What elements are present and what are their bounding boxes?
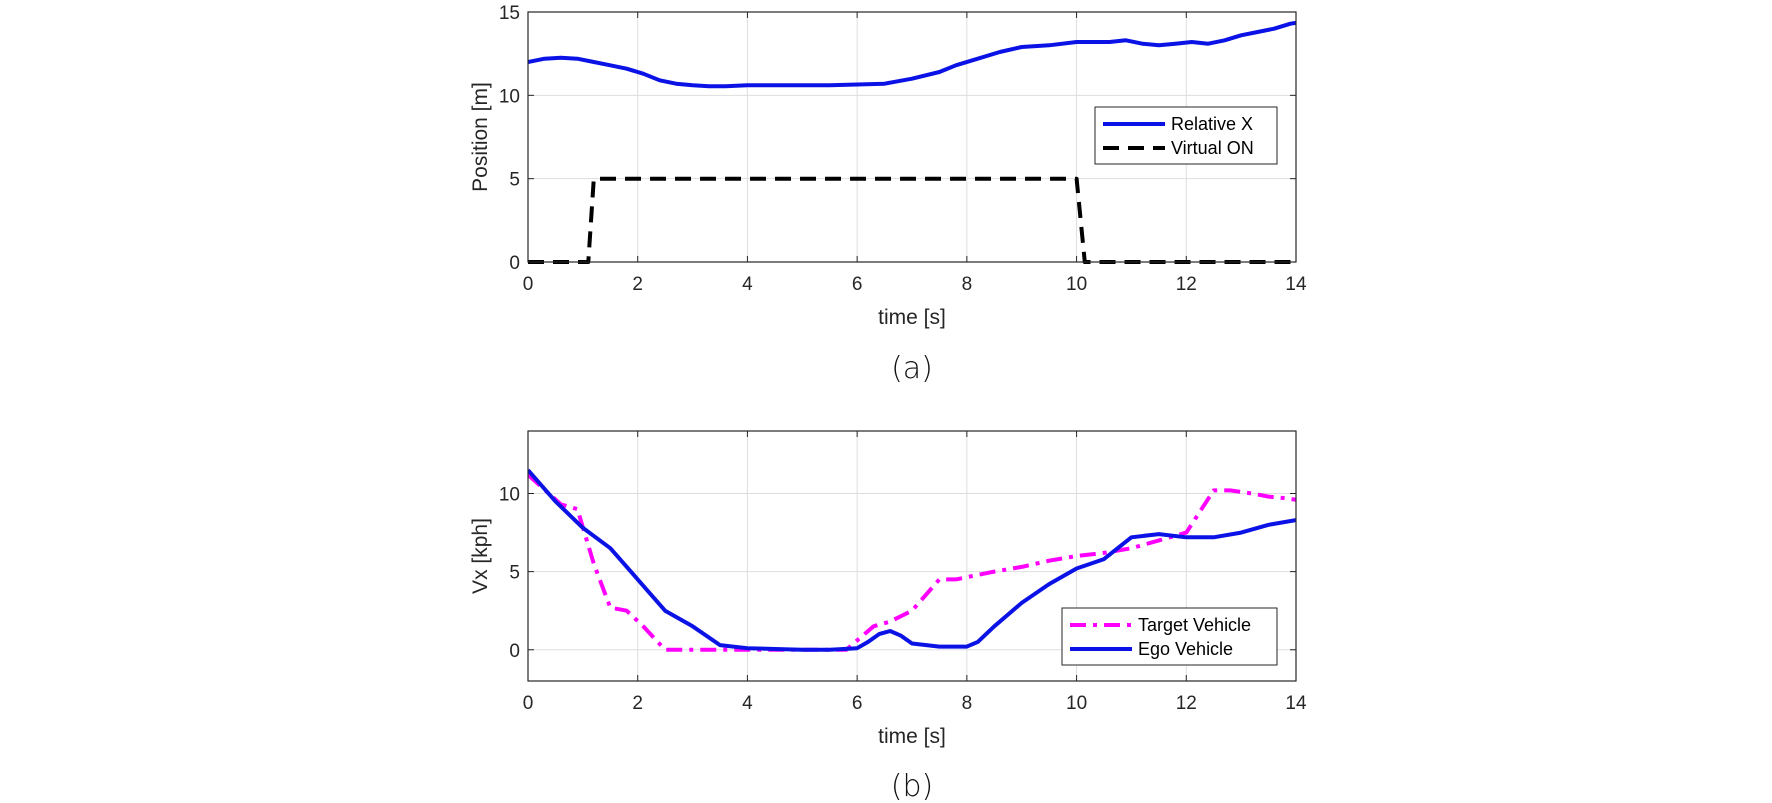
figure-caption: (b) [891,769,933,803]
x-tick-label: 8 [962,274,973,295]
legend: Target Vehicle Ego Vehicle [1061,607,1278,666]
y-axis-label: Position [m] [469,82,492,192]
series-line-ego-vehicle [528,468,1296,652]
chart-b: 0 2 4 6 8 10 12 14 0 5 10 time [s] Vx [kph] Target Ve… [469,430,1307,803]
legend: Relative X Virtual ON [1094,106,1278,165]
x-tick-label: 8 [962,693,973,714]
x-tick-label: 2 [632,693,643,714]
legend-box [1061,607,1278,666]
y-tick-label: 5 [509,170,520,191]
x-tick-label: 0 [523,274,534,295]
legend-entry: Ego Vehicle [1138,639,1233,659]
x-tick-label: 12 [1176,274,1197,295]
x-tick-label: 14 [1285,274,1307,295]
series-line-relative-x [528,20,1296,89]
figure-caption: (a) [891,351,933,386]
y-tick-label: 10 [499,485,520,506]
x-tick-label: 0 [523,693,534,714]
y-tick-label: 0 [509,253,520,274]
x-tick-label: 4 [742,274,753,295]
y-tick-label: 5 [509,563,520,584]
x-tick-label: 2 [632,274,643,295]
series-line-target-vehicle [528,473,1296,652]
legend-box [1094,106,1278,165]
x-tick-label: 10 [1066,693,1087,714]
y-axis-label: Vx [kph] [469,518,492,594]
y-tick-label: 10 [499,86,520,107]
x-tick-label: 12 [1176,693,1197,714]
x-tick-label: 6 [852,693,863,714]
legend-entry: Virtual ON [1171,138,1254,158]
x-tick-label: 4 [742,693,753,714]
y-tick-label: 15 [499,3,520,24]
legend-entry: Target Vehicle [1138,615,1251,635]
x-axis-label: time [s] [878,725,946,748]
x-tick-label: 10 [1066,274,1087,295]
axes-box [527,11,1297,263]
chart-a: 0 2 4 6 8 10 12 14 0 5 10 15 time [s] Position [m] Rel… [469,3,1307,386]
legend-entry: Relative X [1171,114,1253,134]
x-tick-label: 14 [1285,693,1307,714]
x-tick-label: 6 [852,274,863,295]
y-tick-label: 0 [509,641,520,662]
axes-box [527,430,1297,682]
x-axis-label: time [s] [878,306,946,329]
